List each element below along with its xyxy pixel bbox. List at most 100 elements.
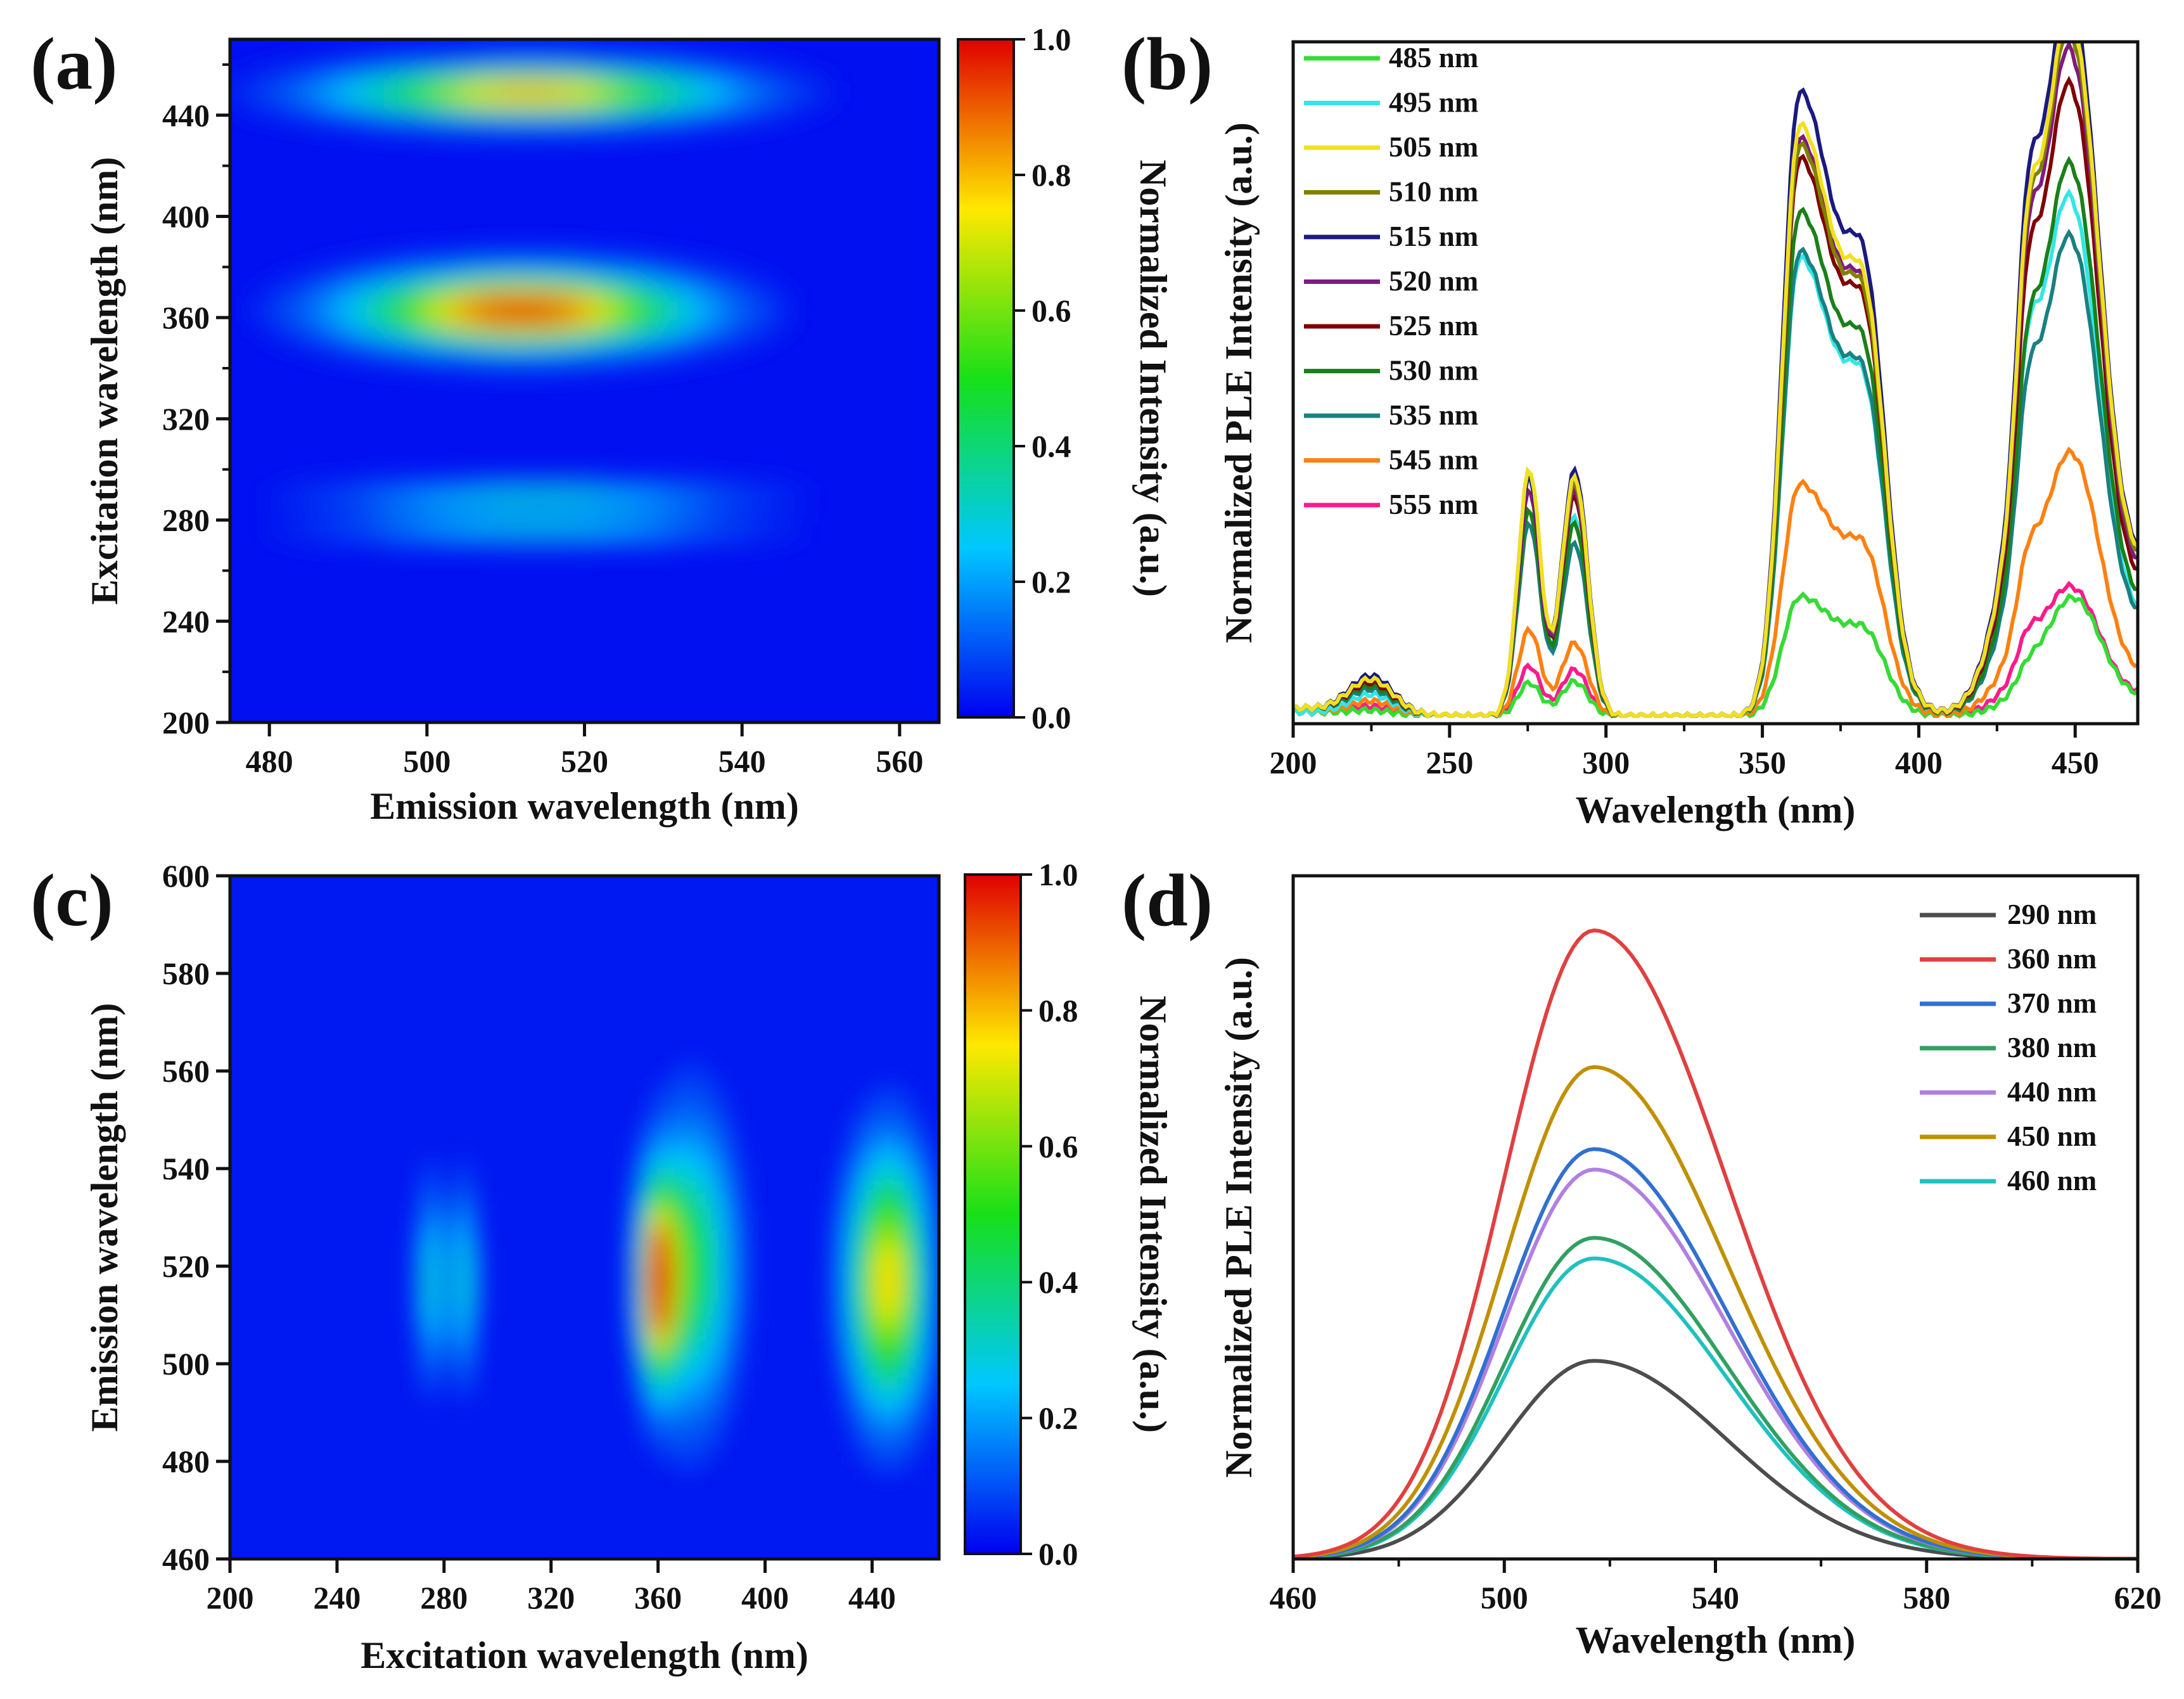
heatmap-cell	[492, 89, 508, 95]
heatmap-cell	[463, 1327, 469, 1340]
heatmap-cell	[838, 1169, 844, 1182]
heatmap-cell	[853, 1339, 859, 1352]
heatmap-cell	[553, 61, 570, 68]
heatmap-cell	[661, 353, 678, 359]
heatmap-cell	[741, 1253, 748, 1267]
heatmap-cell	[338, 522, 354, 527]
heatmap-cell	[452, 1302, 459, 1316]
heatmap-cell	[630, 1205, 636, 1218]
heatmap-cell	[723, 80, 739, 86]
heatmap-cell	[708, 526, 724, 532]
heatmap-cell	[417, 1315, 423, 1328]
heatmap-cell	[507, 340, 524, 345]
heatmap-cell	[445, 271, 462, 277]
heatmap-cell	[445, 61, 462, 68]
heatmap-cell	[898, 1229, 905, 1243]
heatmap-cell	[461, 267, 478, 272]
heatmap-cell	[723, 276, 739, 281]
heatmap-cell	[888, 1253, 895, 1267]
heatmap-cell	[338, 335, 354, 341]
heatmap-cell	[873, 1413, 879, 1426]
heatmap-cell	[384, 103, 400, 108]
heatmap-cell	[630, 294, 647, 300]
heatmap-cell	[635, 1169, 641, 1182]
heatmap-cell	[706, 1169, 712, 1182]
heatmap-cell	[723, 312, 739, 318]
heatmap-cell	[909, 1449, 915, 1462]
heatmap-cell	[650, 1193, 656, 1206]
panel-a-ytick-label: 240	[162, 603, 210, 639]
heatmap-cell	[686, 1193, 692, 1206]
heatmap-cell	[691, 1266, 697, 1279]
heatmap-cell	[645, 1107, 651, 1120]
heatmap-cell	[384, 57, 400, 63]
heatmap-cell	[661, 290, 678, 295]
heatmap-cell	[523, 481, 539, 487]
heatmap-cell	[708, 531, 724, 537]
heatmap-cell	[726, 1339, 732, 1352]
heatmap-cell	[368, 349, 385, 354]
heatmap-cell	[731, 1290, 738, 1304]
heatmap-cell	[863, 1266, 869, 1279]
heatmap-cell	[322, 80, 339, 86]
heatmap-cell	[430, 89, 447, 95]
heatmap-cell	[661, 504, 678, 510]
heatmap-cell	[708, 499, 724, 505]
heatmap-cell	[599, 271, 616, 277]
heatmap-cell	[723, 317, 739, 323]
heatmap-cell	[384, 494, 400, 500]
heatmap-cell	[646, 540, 663, 546]
heatmap-cell	[492, 285, 508, 291]
heatmap-cell	[853, 1144, 859, 1157]
heatmap-cell	[437, 1364, 444, 1377]
heatmap-cell	[322, 526, 339, 532]
heatmap-cell	[322, 94, 339, 99]
heatmap-cell	[353, 340, 369, 345]
heatmap-cell	[716, 1339, 722, 1352]
heatmap-cell	[731, 1315, 738, 1328]
heatmap-cell	[461, 508, 478, 514]
heatmap-cell	[873, 1339, 879, 1352]
heatmap-cell	[553, 490, 570, 496]
legend-label: 460 nm	[2007, 1165, 2097, 1196]
heatmap-cell	[738, 294, 755, 300]
heatmap-cell	[868, 1229, 874, 1243]
heatmap-cell	[473, 1253, 479, 1267]
heatmap-cell	[445, 257, 462, 264]
heatmap-cell	[741, 1229, 748, 1243]
heatmap-cell	[635, 1278, 641, 1292]
heatmap-cell	[461, 57, 478, 63]
heatmap-cell	[670, 1278, 677, 1292]
heatmap-cell	[858, 1413, 864, 1426]
heatmap-cell	[661, 330, 678, 337]
heatmap-cell	[430, 107, 447, 113]
heatmap-cell	[615, 61, 632, 68]
panel-a-ytick-label: 200	[162, 705, 210, 740]
heatmap-cell	[660, 1315, 667, 1328]
heatmap-cell	[492, 271, 508, 277]
heatmap-cell	[655, 1169, 661, 1182]
heatmap-cell	[553, 53, 570, 58]
heatmap-cell	[437, 1315, 444, 1328]
heatmap-cell	[430, 117, 447, 122]
heatmap-cell	[738, 280, 755, 286]
heatmap-cell	[507, 112, 524, 118]
heatmap-cell	[599, 257, 616, 264]
heatmap-cell	[414, 57, 431, 63]
heatmap-cell	[726, 1205, 732, 1218]
heatmap-cell	[640, 1315, 646, 1328]
heatmap-cell	[507, 80, 524, 86]
heatmap-cell	[523, 130, 539, 136]
heatmap-cell	[863, 1229, 869, 1243]
heatmap-cell	[384, 262, 400, 268]
heatmap-cell	[708, 517, 724, 523]
heatmap-cell	[696, 1144, 702, 1157]
heatmap-cell	[904, 1107, 910, 1120]
heatmap-cell	[675, 1413, 682, 1426]
heatmap-cell	[635, 1339, 641, 1352]
heatmap-cell	[692, 285, 709, 291]
heatmap-cell	[452, 1241, 459, 1255]
heatmap-cell	[904, 1193, 910, 1206]
heatmap-cell	[754, 321, 770, 327]
panel-b-xtick-label: 400	[1895, 745, 1943, 780]
